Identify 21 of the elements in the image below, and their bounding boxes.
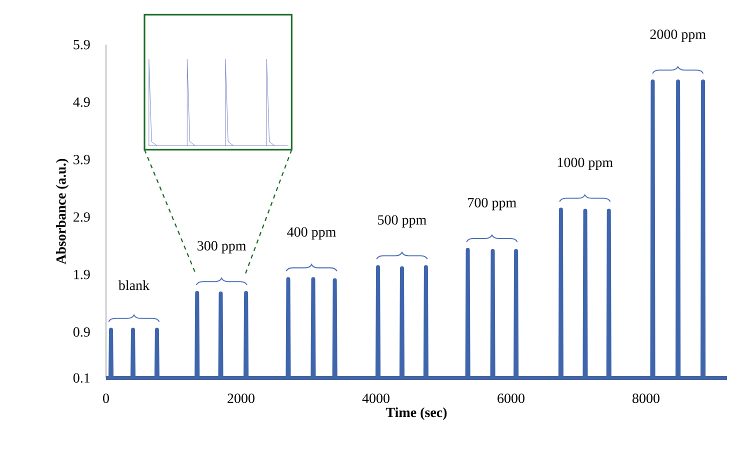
y-tick-label: 1.9	[74, 270, 90, 280]
x-axis-title: Time (sec)	[386, 407, 447, 420]
y-tick-label: 2.9	[74, 212, 90, 222]
y-axis-title: Absorbance (a.u.)	[56, 158, 69, 264]
y-tick-label: 0.1	[73, 373, 90, 383]
x-tick-label: 6000	[498, 394, 524, 404]
annotation: 1000 ppm	[558, 158, 613, 170]
x-tick-label: 2000	[228, 394, 254, 404]
text: 2000 ppm	[650, 30, 706, 42]
y-tick-label: 4.9	[73, 97, 90, 107]
x-tick-label: 0	[103, 394, 109, 404]
y-tick-label: 5.9	[74, 40, 90, 50]
annotation: blank	[118, 280, 150, 290]
annotation: 300 ppm	[198, 241, 246, 254]
y-tick-label: 0.9	[73, 327, 90, 337]
y-tick-label: 3.9	[74, 154, 90, 164]
annotation: 400 ppm	[287, 227, 336, 240]
x-tick-label: 8000	[632, 394, 660, 404]
annotation: 500 ppm	[378, 215, 426, 228]
x-tick-label: 4000	[362, 394, 390, 404]
annotation: 700 ppm	[468, 198, 516, 210]
